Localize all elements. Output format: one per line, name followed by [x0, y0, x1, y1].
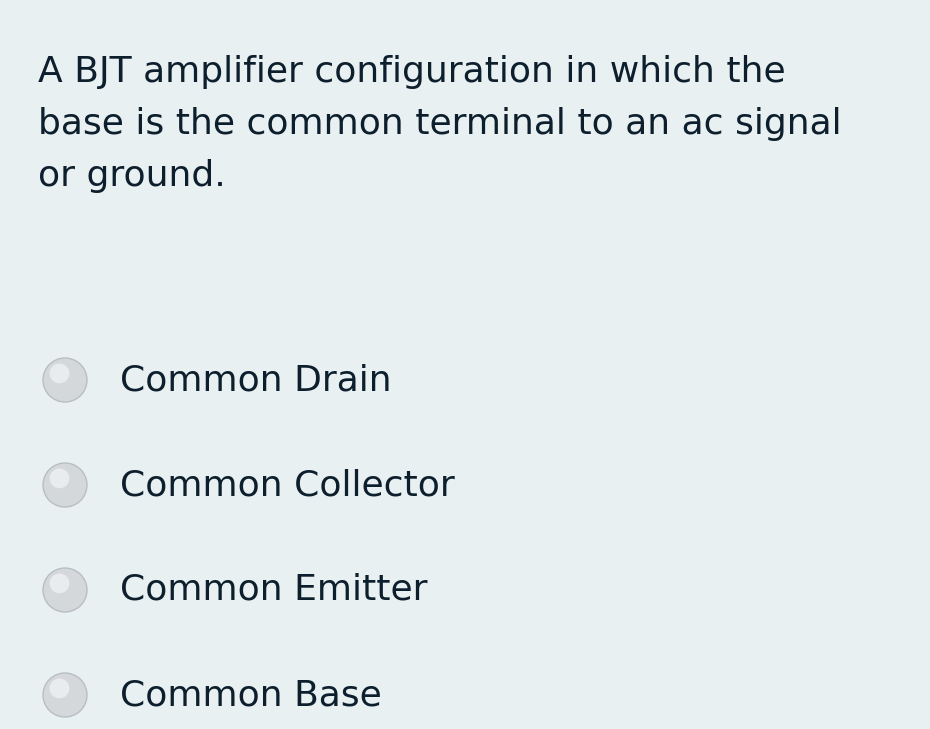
Circle shape — [49, 679, 70, 698]
Circle shape — [43, 358, 87, 402]
Circle shape — [43, 673, 87, 717]
Circle shape — [49, 574, 70, 593]
Circle shape — [43, 568, 87, 612]
Text: base is the common terminal to an ac signal: base is the common terminal to an ac sig… — [38, 107, 842, 141]
Text: or ground.: or ground. — [38, 159, 226, 193]
Text: Common Base: Common Base — [120, 678, 381, 712]
Text: Common Emitter: Common Emitter — [120, 573, 428, 607]
Text: A BJT amplifier configuration in which the: A BJT amplifier configuration in which t… — [38, 55, 786, 89]
Circle shape — [49, 469, 70, 488]
Text: Common Collector: Common Collector — [120, 468, 455, 502]
Text: Common Drain: Common Drain — [120, 363, 392, 397]
Circle shape — [49, 364, 70, 383]
Circle shape — [43, 463, 87, 507]
